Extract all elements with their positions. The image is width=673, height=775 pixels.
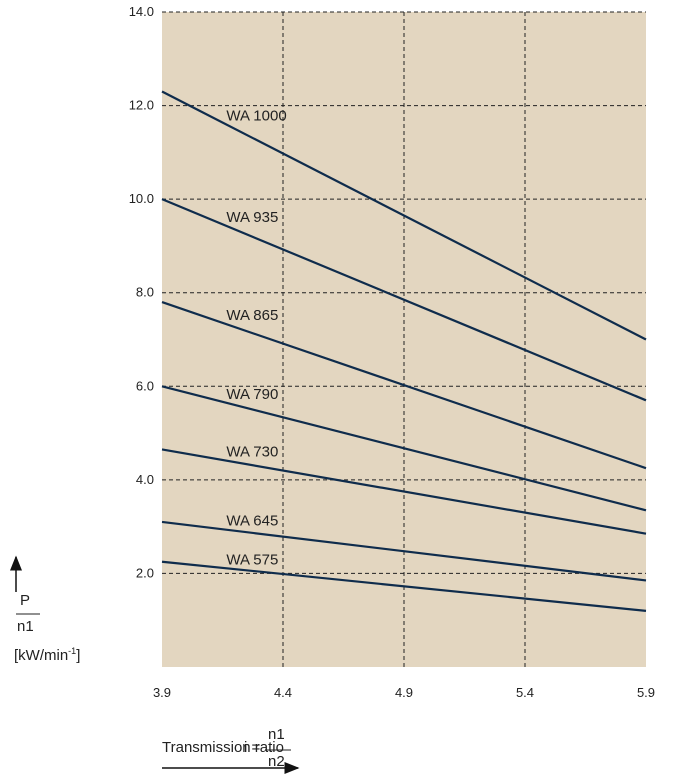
series-label: WA 645 (226, 513, 278, 530)
y-tick-label: 14.0 (129, 4, 154, 19)
y-label-unit: [kW/min-1] (14, 646, 80, 664)
x-tick-label: 5.9 (637, 685, 655, 700)
y-label-p: P (20, 592, 31, 609)
x-tick-label: 3.9 (153, 685, 171, 700)
y-tick-label: 4.0 (136, 472, 154, 487)
series-line (161, 385, 647, 512)
x-label-den: n2 (268, 753, 285, 770)
y-axis-ticks: 2.0 4.0 6.0 8.0 10.0 12.0 14.0 (129, 4, 154, 580)
y-label-unit-text: [kW/min (14, 647, 69, 664)
y-tick-label: 6.0 (136, 378, 154, 393)
x-tick-label: 5.4 (516, 685, 534, 700)
plot-area (162, 12, 646, 667)
y-label-n1: n1 (17, 618, 34, 635)
y-tick-label: 10.0 (129, 191, 154, 206)
x-label-text: Transmission ratio (162, 739, 284, 756)
series-lines (161, 90, 647, 612)
series-label: WA 730 (226, 444, 278, 461)
series-label: WA 865 (226, 307, 278, 324)
y-tick-label: 12.0 (129, 98, 154, 113)
series-label: WA 790 (226, 386, 278, 403)
series-label: WA 1000 (226, 108, 286, 125)
x-label-num: n1 (268, 726, 285, 743)
y-label-unit-sup: -1 (68, 646, 77, 656)
series-line (161, 90, 647, 341)
series-line (161, 448, 647, 535)
x-tick-label: 4.4 (274, 685, 292, 700)
series-line (161, 198, 647, 402)
series-line (161, 301, 647, 470)
series-labels: WA 1000 WA 935 WA 865 WA 790 WA 730 WA 645 WA … (226, 108, 286, 569)
x-label-var: i = (244, 739, 261, 756)
x-axis-ticks: 3.9 4.4 4.9 5.4 5.9 (153, 685, 655, 700)
series-line (161, 520, 647, 582)
y-label-unit-close: ] (76, 647, 81, 664)
grid-lines (162, 11, 646, 667)
x-tick-label: 4.9 (395, 685, 413, 700)
series-line (161, 560, 647, 612)
series-label: WA 575 (226, 551, 278, 568)
y-tick-label: 8.0 (136, 285, 154, 300)
series-label: WA 935 (226, 209, 278, 226)
y-tick-label: 2.0 (136, 565, 154, 580)
